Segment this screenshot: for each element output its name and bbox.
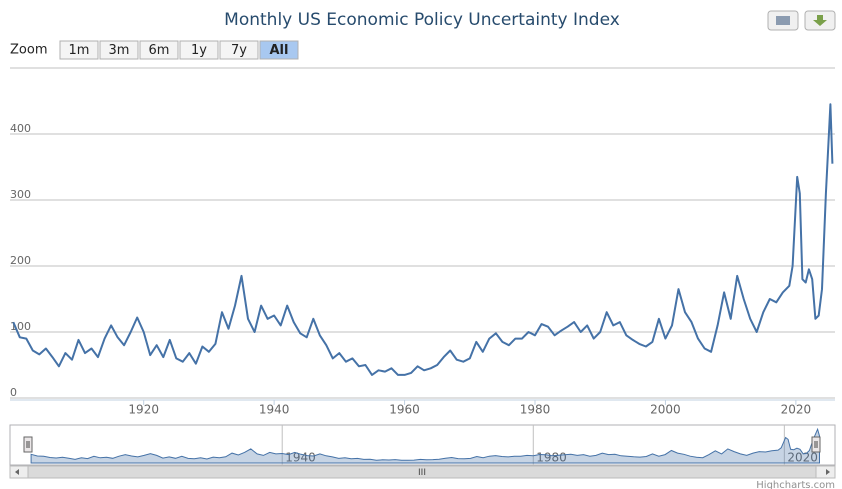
navigator-x-label: 2020 (787, 451, 818, 465)
x-tick-label: 2020 (781, 403, 812, 417)
range-button[interactable] (59, 40, 99, 60)
scrollbar-right-arrow[interactable] (826, 469, 830, 475)
scrollbar-grip: III (418, 468, 426, 478)
navigator-handle[interactable] (811, 436, 821, 453)
x-tick-label: 2000 (650, 403, 681, 417)
navigator: 1940 1980 2020 III (9, 424, 836, 479)
range-button-label[interactable]: 7y (231, 43, 247, 58)
range-button-label[interactable]: 1m (69, 43, 90, 58)
scrollbar-thumb[interactable] (27, 465, 817, 479)
y-tick-label: 400 (10, 122, 31, 135)
x-tick-label: 1960 (389, 403, 420, 417)
chart-title: Monthly US Economic Policy Uncertainty I… (224, 10, 620, 30)
print-icon (776, 16, 790, 25)
range-button-label[interactable]: 1y (191, 43, 207, 58)
x-tick-label: 1920 (128, 403, 159, 417)
range-button[interactable] (139, 40, 179, 60)
navigator-frame (9, 424, 836, 466)
navigator-x-label: 1980 (536, 451, 567, 465)
navigator-handle[interactable] (23, 436, 33, 453)
range-button-label[interactable]: 6m (149, 43, 170, 58)
range-button[interactable] (179, 40, 219, 60)
navigator-handle-grip (814, 441, 818, 448)
y-tick-label: 100 (10, 320, 31, 333)
navigator-handle-grip (26, 441, 30, 448)
range-button-label[interactable]: All (270, 43, 289, 58)
x-tick-label: 1980 (520, 403, 551, 417)
line-series (12, 103, 834, 376)
scrollbar-left-arrow[interactable] (15, 469, 19, 475)
export-icon (813, 15, 827, 26)
range-buttons: 1m 3m 6m 1y 7y All (59, 40, 299, 60)
range-button[interactable] (219, 40, 259, 60)
zoom-label: Zoom (10, 43, 47, 58)
navigator-x-label: 1940 (285, 451, 316, 465)
range-button[interactable] (259, 40, 299, 60)
credits[interactable]: Highcharts.com (756, 480, 835, 489)
y-tick-label: 300 (10, 188, 31, 201)
export-buttons[interactable] (767, 10, 836, 31)
y-tick-label: 200 (10, 254, 31, 267)
x-tick-label: 1940 (259, 403, 290, 417)
range-button[interactable] (99, 40, 139, 60)
navigator-area (30, 427, 820, 464)
plot-area: 0 100 200 300 400 1920 1940 1960 1980 2000 2020 (10, 67, 835, 417)
range-button-label[interactable]: 3m (109, 43, 130, 58)
y-tick-label: 0 (10, 386, 17, 399)
